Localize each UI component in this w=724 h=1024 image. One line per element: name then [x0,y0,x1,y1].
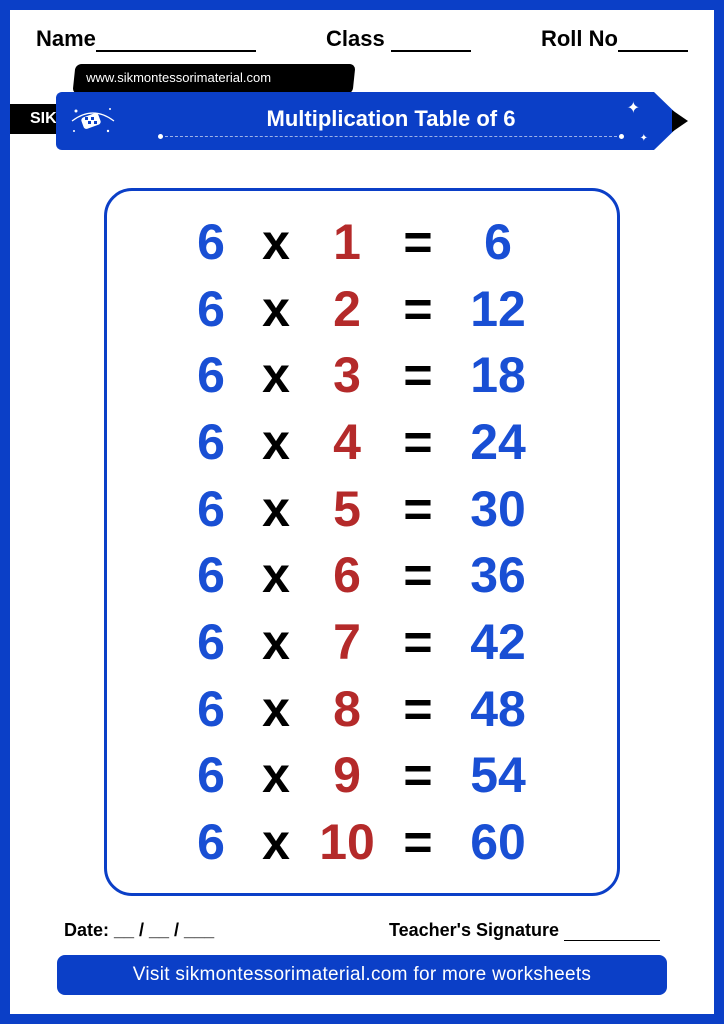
pencil-tip-icon [654,92,692,150]
cta-banner: Visit sikmontessorimaterial.com for more… [57,955,667,995]
multiplicand: 6 [176,284,246,334]
product: 6 [448,217,548,267]
product: 30 [448,484,548,534]
operator-x: x [246,417,306,467]
multiplier: 2 [306,284,388,334]
multiplier: 5 [306,484,388,534]
multiplicand: 6 [176,684,246,734]
equals-sign: = [388,617,448,667]
equals-sign: = [388,217,448,267]
multiplicand: 6 [176,550,246,600]
multiplier: 6 [306,550,388,600]
table-row: 6x7=42 [143,617,581,667]
table-row: 6x4=24 [143,417,581,467]
multiplicand: 6 [176,417,246,467]
multiplier: 4 [306,417,388,467]
name-label: Name [36,26,96,51]
table-row: 6x3=18 [143,350,581,400]
multiplier: 3 [306,350,388,400]
sparkle-icon: ✦ [627,98,640,118]
table-row: 6x9=54 [143,750,581,800]
table-row: 6x10=60 [143,817,581,867]
table-row: 6x2=12 [143,284,581,334]
operator-x: x [246,750,306,800]
header-fields: Name Class Roll No [30,22,694,62]
equals-sign: = [388,284,448,334]
product: 54 [448,750,548,800]
product: 24 [448,417,548,467]
roll-field: Roll No [541,26,688,52]
product: 12 [448,284,548,334]
product: 36 [448,550,548,600]
product: 60 [448,817,548,867]
multiplier: 8 [306,684,388,734]
class-field: Class [326,26,471,52]
equals-sign: = [388,817,448,867]
table-row: 6x8=48 [143,684,581,734]
sparkle-icon: ✦ [640,133,648,144]
multiplicand: 6 [176,817,246,867]
pencil-body: Multiplication Table of 6 ✦ ✦ [128,92,654,150]
product: 18 [448,350,548,400]
multiplier: 7 [306,617,388,667]
pencil-banner: Multiplication Table of 6 ✦ ✦ [56,92,692,150]
website-url: www.sikmontessorimaterial.com [86,70,271,85]
operator-x: x [246,617,306,667]
signature-label: Teacher's Signature [389,920,559,940]
multiplicand: 6 [176,217,246,267]
multiplier: 10 [306,817,388,867]
equals-sign: = [388,750,448,800]
operator-x: x [246,817,306,867]
title-banner: www.sikmontessorimaterial.com SIK [30,68,694,158]
product: 42 [448,617,548,667]
website-url-tab: www.sikmontessorimaterial.com [72,64,355,94]
operator-x: x [246,684,306,734]
equals-sign: = [388,484,448,534]
operator-x: x [246,217,306,267]
equals-sign: = [388,550,448,600]
signature-field: Teacher's Signature [389,920,660,941]
product: 48 [448,684,548,734]
multiplicand: 6 [176,484,246,534]
worksheet-title: Multiplication Table of 6 [267,106,516,132]
multiplier: 1 [306,217,388,267]
multiplier: 9 [306,750,388,800]
operator-x: x [246,350,306,400]
equals-sign: = [388,417,448,467]
multiplication-table: 6x1=66x2=126x3=186x4=246x5=306x6=366x7=4… [104,188,620,896]
rocket-icon [56,92,128,150]
date-field: Date: __ / __ / ___ [64,920,214,941]
multiplicand: 6 [176,617,246,667]
multiplicand: 6 [176,750,246,800]
roll-label: Roll No [541,26,618,51]
worksheet-page: Name Class Roll No www.sikmontessorimate… [0,0,724,1024]
class-label: Class [326,26,385,51]
equals-sign: = [388,684,448,734]
table-row: 6x5=30 [143,484,581,534]
operator-x: x [246,284,306,334]
footer-fields: Date: __ / __ / ___ Teacher's Signature [30,896,694,941]
equals-sign: = [388,350,448,400]
name-field: Name [36,26,256,52]
table-row: 6x1=6 [143,217,581,267]
multiplicand: 6 [176,350,246,400]
operator-x: x [246,484,306,534]
table-row: 6x6=36 [143,550,581,600]
operator-x: x [246,550,306,600]
